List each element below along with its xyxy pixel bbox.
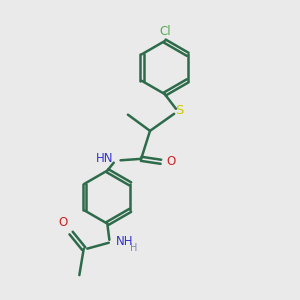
Text: HN: HN xyxy=(96,152,114,165)
Text: H: H xyxy=(130,243,137,253)
Text: S: S xyxy=(175,104,184,117)
Text: NH: NH xyxy=(116,235,134,248)
Text: O: O xyxy=(166,155,176,168)
Text: Cl: Cl xyxy=(159,25,170,38)
Text: O: O xyxy=(58,217,68,230)
